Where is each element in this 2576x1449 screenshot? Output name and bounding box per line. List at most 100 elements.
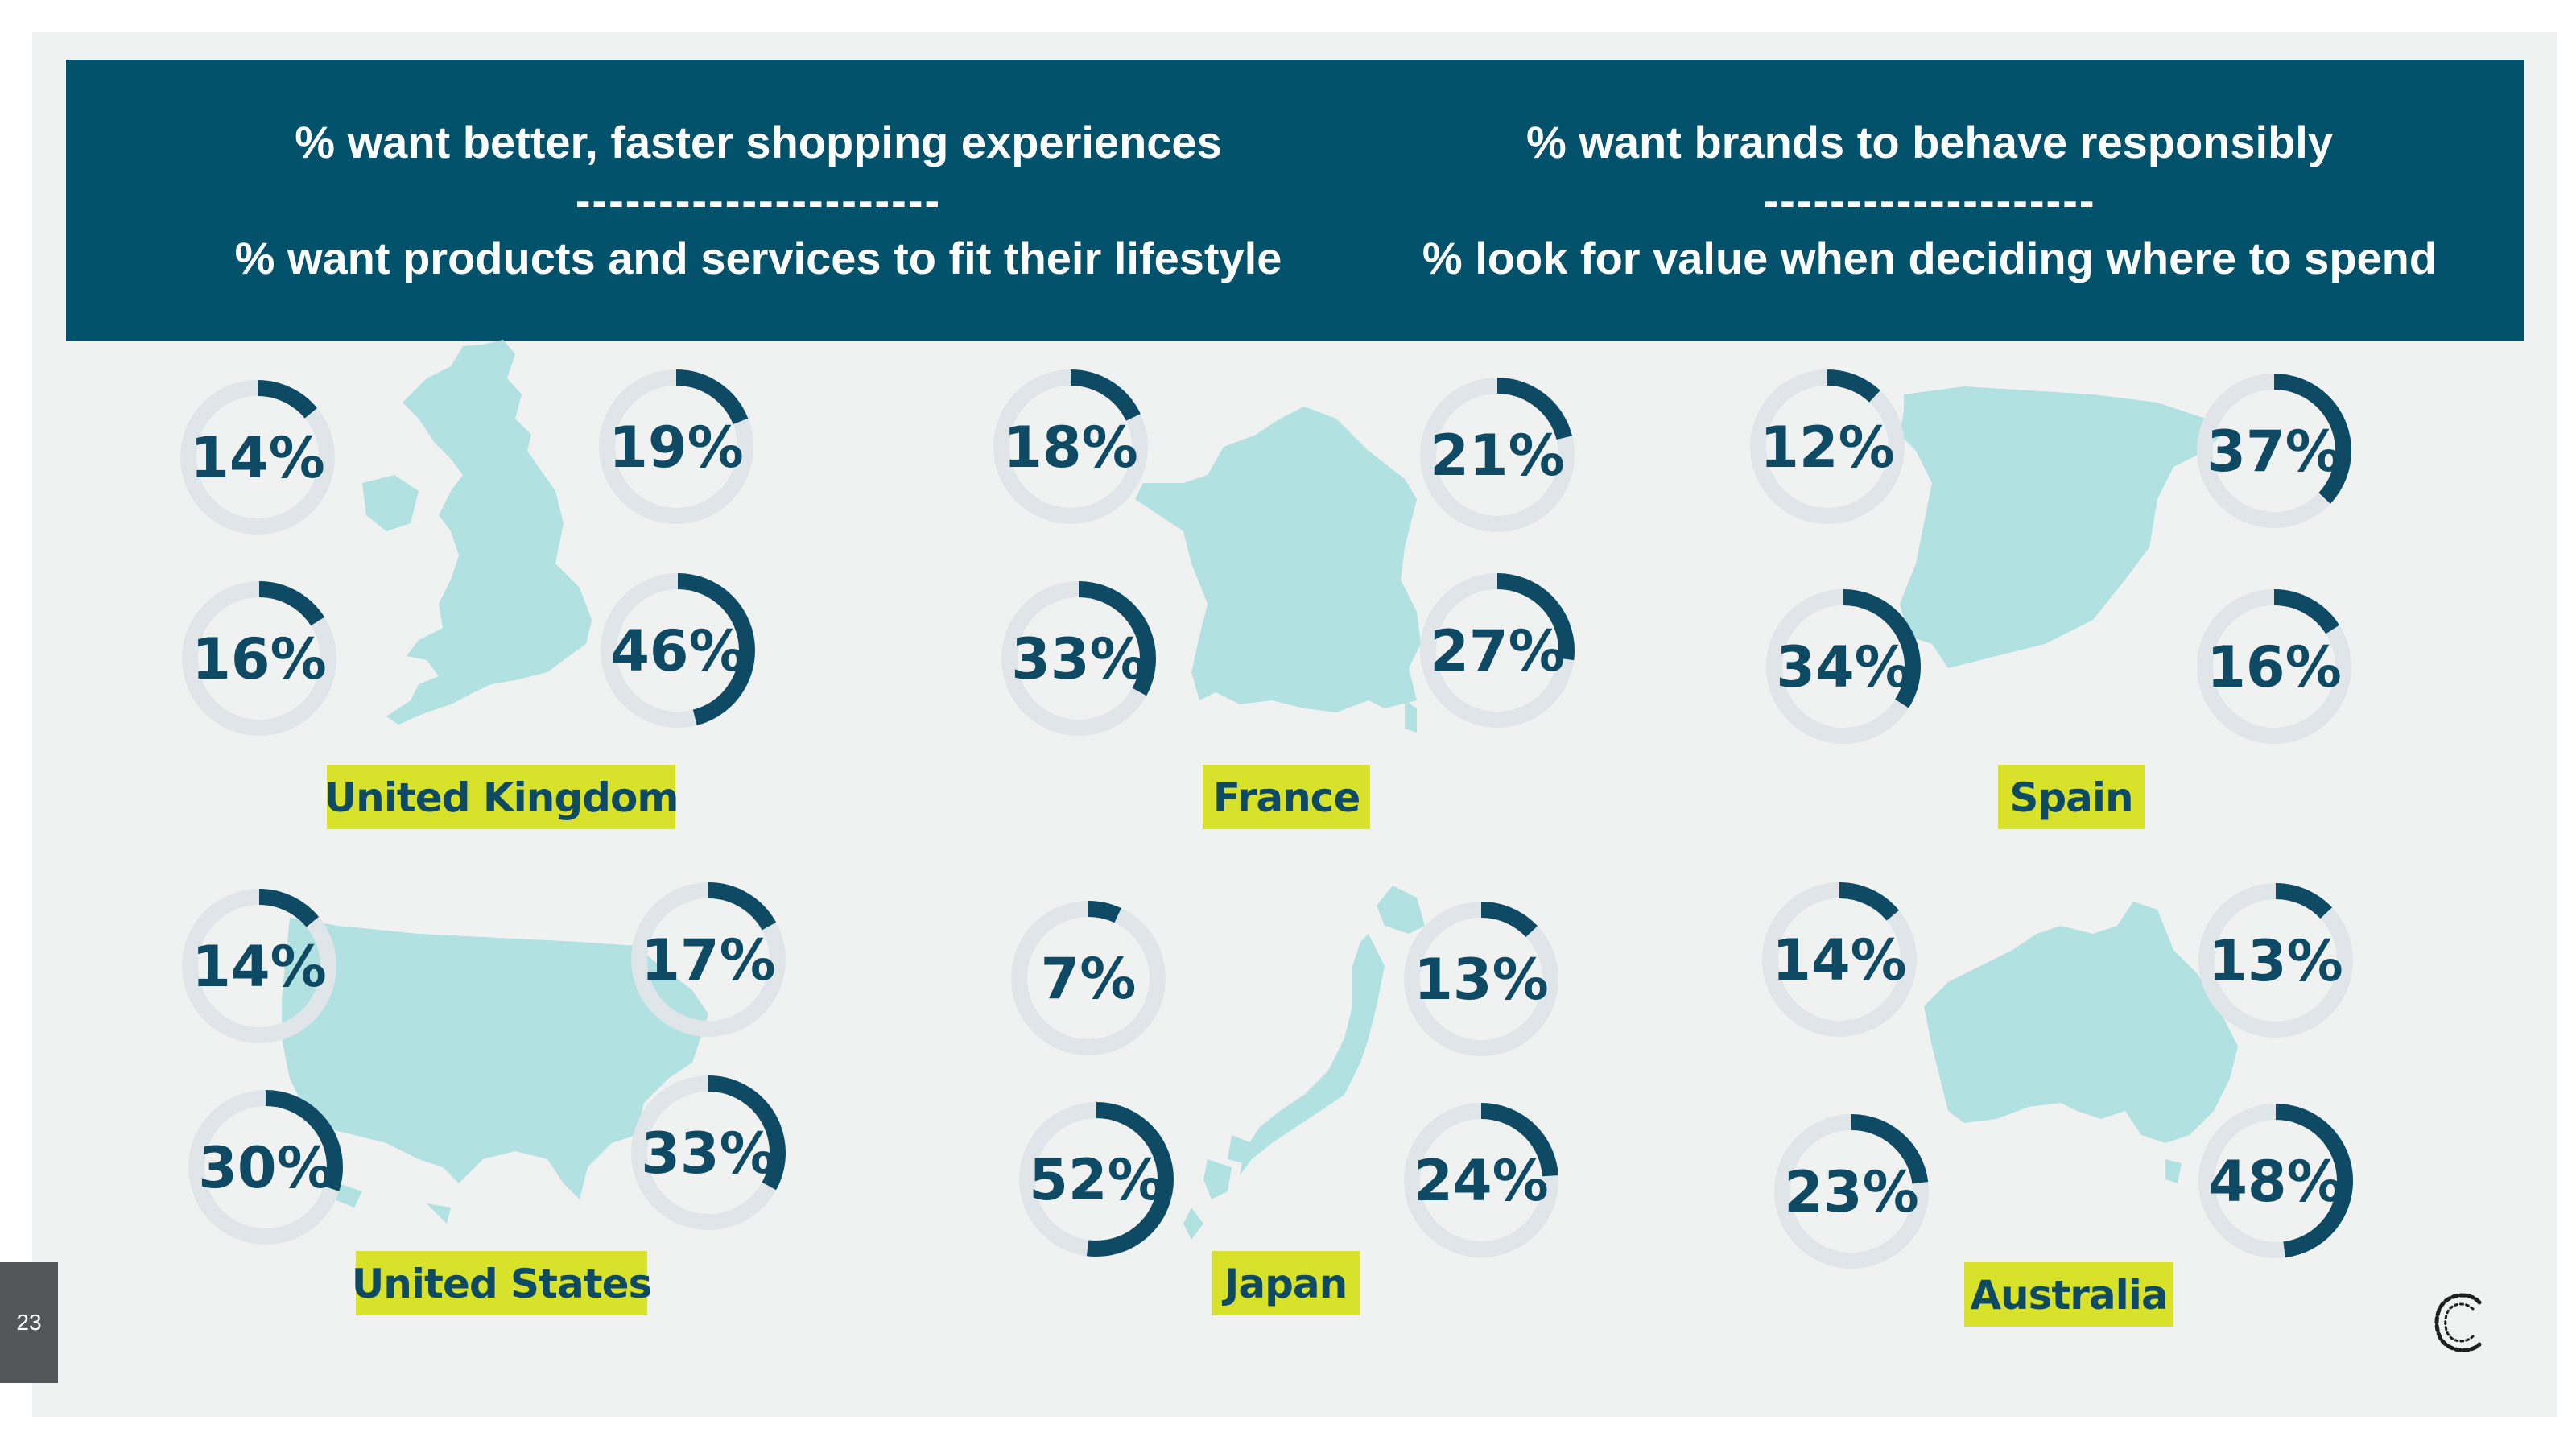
donut-arc [1420, 573, 1575, 728]
brand-logo-icon [2434, 1293, 2482, 1352]
donut-value-label: 19% [609, 415, 744, 481]
donut-spain-top-right: 37% [2197, 374, 2351, 528]
map-united-kingdom [362, 340, 592, 724]
country-name: Australia [1970, 1272, 2167, 1319]
donut-united-states-bottom-right: 33% [631, 1075, 786, 1230]
donut-arc [601, 573, 755, 728]
donut-value-label: 14% [190, 425, 325, 491]
donut-arc [1774, 1114, 1929, 1269]
donut-united-states-bottom-left: 30% [188, 1090, 343, 1245]
country-name: United States [352, 1261, 652, 1307]
country-label-australia: Australia [1964, 1262, 2174, 1327]
donut-value-label: 23% [1784, 1159, 1919, 1225]
donut-united-kingdom-bottom-right: 46% [601, 573, 755, 728]
donut-france-bottom-left: 33% [1001, 581, 1156, 736]
country-label-background [1998, 765, 2145, 829]
donut-arc [2198, 883, 2353, 1038]
header-left-line2: % want products and services to fit thei… [234, 233, 1282, 283]
donut-value-label: 27% [1430, 618, 1565, 684]
donut-value-label: 13% [1414, 947, 1549, 1013]
donut-value-label: 34% [1776, 634, 1911, 700]
country-label-background [1212, 1251, 1360, 1315]
donut-japan-top-right: 13% [1404, 902, 1558, 1056]
donut-arc [1404, 902, 1558, 1056]
donut-value-label: 14% [192, 934, 327, 1000]
donut-arc [1019, 1102, 1174, 1257]
donut-arc [1420, 378, 1575, 532]
donut-france-top-left: 18% [993, 369, 1148, 524]
header-right-line1: % want brands to behave responsibly [1525, 117, 2333, 167]
header-left-column: % want better, faster shopping experienc… [66, 60, 1451, 341]
header-right-column: % want brands to behave responsibly ----… [1233, 60, 2576, 341]
donut-value-label: 48% [2208, 1149, 2343, 1215]
donut-australia-top-right: 13% [2198, 883, 2353, 1038]
donut-arc [182, 581, 336, 736]
donut-arc [2197, 589, 2351, 744]
donut-value-label: 46% [610, 618, 745, 684]
donut-rings: 14% 19% 16% 46% 18% 21% 33% 27% 12% 37% 34% 16% 14% 1… [180, 369, 2353, 1269]
donut-value-label: 52% [1029, 1147, 1164, 1213]
donut-value-label: 18% [1003, 415, 1138, 481]
donut-arc [1001, 581, 1156, 736]
country-name: Japan [1222, 1261, 1347, 1307]
donut-united-kingdom-bottom-left: 16% [182, 581, 336, 736]
donut-value-label: 16% [2207, 634, 2342, 700]
donut-united-states-top-left: 14% [182, 889, 336, 1043]
donut-value-label: 12% [1760, 415, 1895, 481]
page-number: 23 [0, 1262, 58, 1383]
donut-value-label: 17% [641, 927, 776, 993]
country-label-background [1964, 1262, 2174, 1327]
donut-value-label: 13% [2208, 928, 2343, 994]
header-left-line1: % want better, faster shopping experienc… [295, 117, 1222, 167]
donut-value-label: 14% [1772, 927, 1907, 993]
donut-arc [1750, 369, 1905, 524]
map-france [1135, 407, 1421, 733]
country-label-background [1203, 765, 1370, 829]
header-right-line2: % look for value when deciding where to … [1422, 233, 2438, 283]
donut-spain-bottom-right: 16% [2197, 589, 2351, 744]
donut-arc [180, 380, 335, 535]
country-label-background [327, 765, 675, 829]
donut-arc [182, 889, 336, 1043]
donut-australia-bottom-left: 23% [1774, 1114, 1929, 1269]
map-spain [1900, 386, 2222, 668]
header-left-separator: ---------------------- [575, 175, 942, 225]
country-label-background [356, 1251, 647, 1315]
donut-australia-bottom-right: 48% [2198, 1104, 2353, 1258]
donut-japan-bottom-left: 52% [1019, 1102, 1174, 1257]
donut-arc [1404, 1103, 1558, 1257]
donut-arc [599, 369, 753, 524]
donut-value-label: 24% [1414, 1148, 1549, 1214]
donut-united-states-top-right: 17% [631, 882, 786, 1037]
country-label-spain: Spain [1998, 765, 2145, 829]
donut-australia-top-left: 14% [1762, 882, 1917, 1037]
donut-arc [1766, 589, 1921, 744]
country-label-united-kingdom: United Kingdom [324, 765, 679, 829]
donut-value-label: 30% [198, 1135, 333, 1201]
donut-value-label: 16% [192, 626, 327, 692]
map-united-states [282, 918, 708, 1224]
country-label-japan: Japan [1212, 1251, 1360, 1315]
donut-japan-top-left: 7% [1011, 901, 1166, 1055]
country-labels: United Kingdom France Spain United States Ja… [324, 765, 2174, 1327]
donut-united-kingdom-top-right: 19% [599, 369, 753, 524]
country-name: United Kingdom [324, 774, 679, 821]
donut-japan-bottom-right: 24% [1404, 1103, 1558, 1257]
country-label-france: France [1203, 765, 1370, 829]
donut-arc [1011, 901, 1166, 1055]
map-australia [1924, 902, 2238, 1183]
country-label-united-states: United States [352, 1251, 652, 1315]
header-right-separator: -------------------- [1763, 175, 2096, 225]
donut-value-label: 21% [1430, 423, 1565, 489]
country-maps [282, 340, 2238, 1240]
donut-france-bottom-right: 27% [1420, 573, 1575, 728]
donut-arc [631, 1075, 786, 1230]
donut-arc [188, 1090, 343, 1245]
donut-arc [631, 882, 786, 1037]
donut-arc [1762, 882, 1917, 1037]
donut-value-label: 37% [2207, 419, 2342, 485]
donut-spain-top-left: 12% [1750, 369, 1905, 524]
header-banner: % want better, faster shopping experienc… [66, 60, 2524, 341]
donut-value-label: 33% [1011, 626, 1146, 692]
